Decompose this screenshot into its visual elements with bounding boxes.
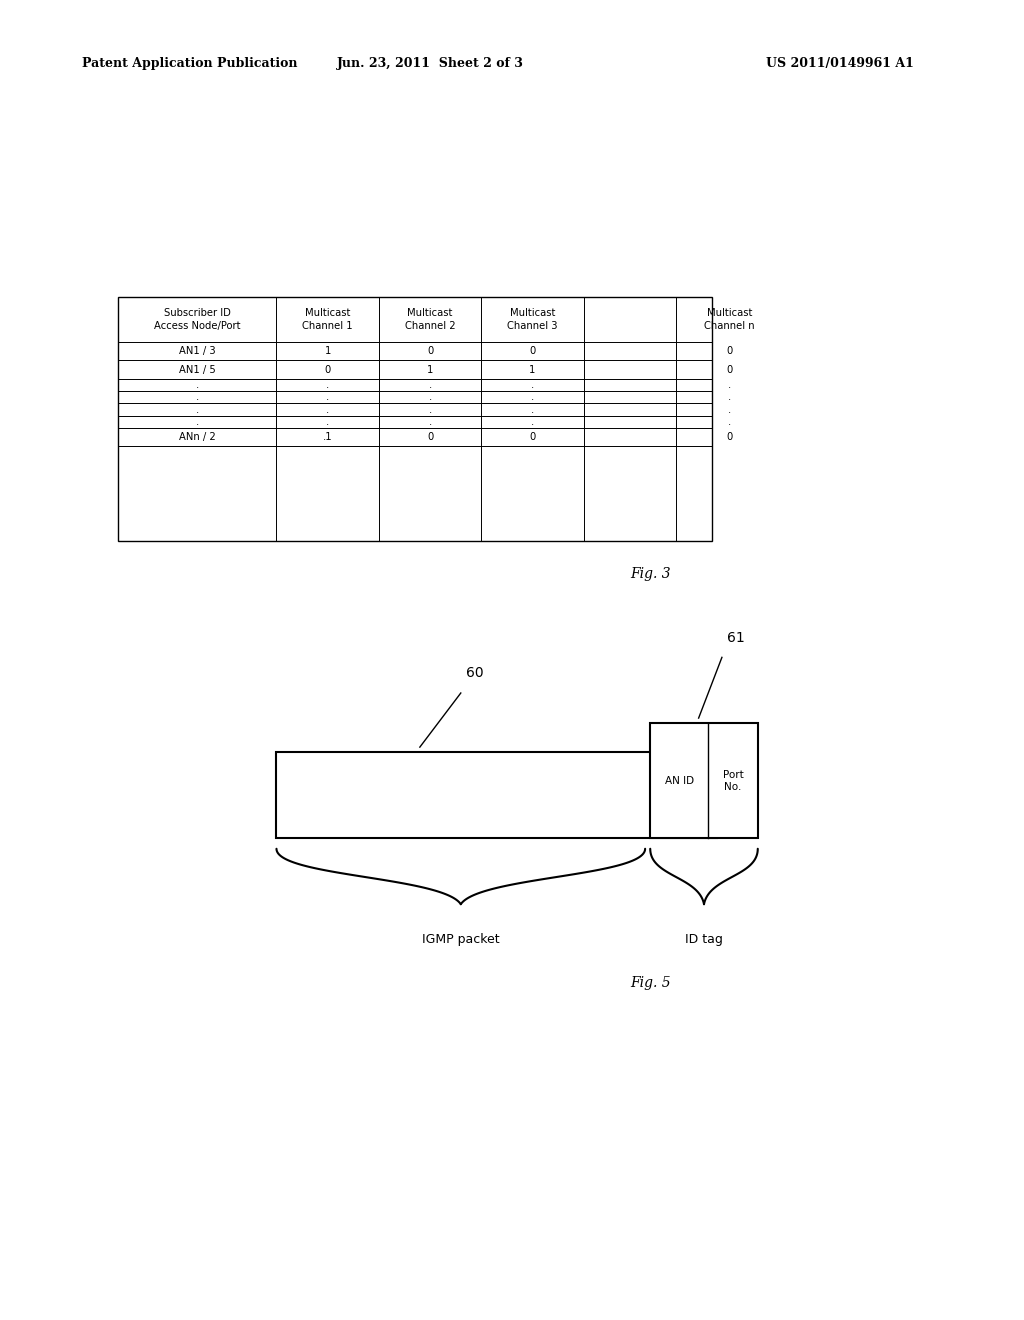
Text: 0: 0 bbox=[529, 432, 536, 442]
Text: .: . bbox=[530, 392, 535, 403]
Text: .: . bbox=[196, 392, 199, 403]
Text: .: . bbox=[728, 404, 731, 414]
Text: AN1 / 5: AN1 / 5 bbox=[179, 364, 215, 375]
Text: Port
No.: Port No. bbox=[723, 770, 743, 792]
Text: 0: 0 bbox=[726, 432, 733, 442]
Text: .: . bbox=[728, 380, 731, 389]
Text: 0: 0 bbox=[726, 364, 733, 375]
Text: 0: 0 bbox=[427, 432, 433, 442]
Bar bbox=[650, 723, 758, 838]
Text: .: . bbox=[326, 380, 330, 389]
Text: .: . bbox=[196, 417, 199, 426]
Text: .: . bbox=[728, 392, 731, 403]
Text: US 2011/0149961 A1: US 2011/0149961 A1 bbox=[766, 57, 913, 70]
Text: .: . bbox=[428, 380, 432, 389]
Text: Subscriber ID
Access Node/Port: Subscriber ID Access Node/Port bbox=[154, 309, 241, 331]
Text: Patent Application Publication: Patent Application Publication bbox=[82, 57, 297, 70]
Text: Multicast
Channel 2: Multicast Channel 2 bbox=[404, 309, 456, 331]
Text: AN ID: AN ID bbox=[665, 776, 694, 785]
Text: 61: 61 bbox=[727, 631, 744, 644]
Text: Fig. 5: Fig. 5 bbox=[630, 977, 671, 990]
Text: 0: 0 bbox=[427, 346, 433, 356]
Text: .: . bbox=[196, 380, 199, 389]
Text: 60: 60 bbox=[466, 667, 483, 680]
Bar bbox=[118, 297, 712, 541]
Text: .1: .1 bbox=[323, 432, 333, 442]
Text: 0: 0 bbox=[325, 364, 331, 375]
Text: Jun. 23, 2011  Sheet 2 of 3: Jun. 23, 2011 Sheet 2 of 3 bbox=[337, 57, 523, 70]
Text: .: . bbox=[428, 417, 432, 426]
Text: .: . bbox=[326, 392, 330, 403]
Text: 1: 1 bbox=[325, 346, 331, 356]
Text: Fig. 3: Fig. 3 bbox=[630, 568, 671, 581]
Text: .: . bbox=[428, 392, 432, 403]
Text: .: . bbox=[728, 417, 731, 426]
Text: .: . bbox=[530, 404, 535, 414]
Text: 1: 1 bbox=[427, 364, 433, 375]
Text: 1: 1 bbox=[529, 364, 536, 375]
Text: .: . bbox=[530, 380, 535, 389]
Text: ANn / 2: ANn / 2 bbox=[179, 432, 215, 442]
Text: Multicast
Channel 1: Multicast Channel 1 bbox=[302, 309, 353, 331]
Text: Multicast
Channel n: Multicast Channel n bbox=[705, 309, 755, 331]
Text: .: . bbox=[530, 417, 535, 426]
Text: AN1 / 3: AN1 / 3 bbox=[179, 346, 215, 356]
Text: Multicast
Channel 3: Multicast Channel 3 bbox=[507, 309, 558, 331]
Text: .: . bbox=[326, 417, 330, 426]
Text: .: . bbox=[326, 404, 330, 414]
Text: .: . bbox=[428, 404, 432, 414]
Text: 0: 0 bbox=[529, 346, 536, 356]
Text: .: . bbox=[196, 404, 199, 414]
Text: 0: 0 bbox=[726, 346, 733, 356]
Text: IGMP packet: IGMP packet bbox=[422, 933, 500, 946]
Bar bbox=[276, 752, 717, 838]
Text: ID tag: ID tag bbox=[685, 933, 723, 946]
